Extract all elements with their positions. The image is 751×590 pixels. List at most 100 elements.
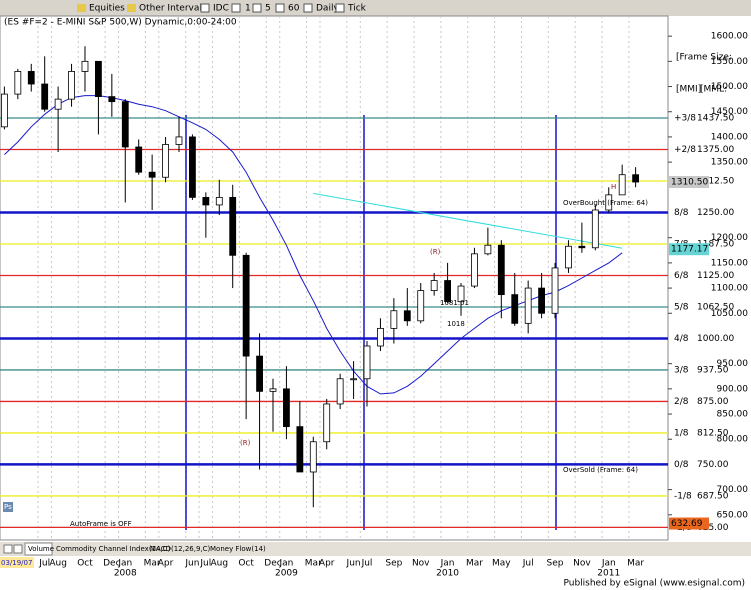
bar-body (108, 96, 116, 103)
y-tick-label: 1050.00 (711, 309, 748, 319)
x-tick-label: Oct (238, 559, 254, 569)
x-tick-label: Jan (278, 559, 293, 569)
toolbar-item[interactable]: IDC (213, 4, 229, 14)
checkbox[interactable] (252, 3, 262, 13)
bar-body (229, 196, 237, 256)
tab-active[interactable] (24, 542, 53, 556)
x-tick-label: Jul (38, 559, 50, 569)
toolbar-items: Equities Other Intervals IDC 1 5 60 Dail… (77, 3, 367, 14)
murrey-value: 875.00 (697, 397, 729, 407)
cursor-box (0, 557, 34, 568)
murrey-value: 1187.50 (697, 239, 734, 249)
murrey-name: +3/8 (674, 114, 696, 124)
bar-body (256, 355, 263, 392)
y-tick-label: 850.00 (717, 410, 749, 420)
murrey-name: 3/8 (674, 365, 689, 375)
murrey-name: 8/8 (674, 208, 689, 218)
y-tick-label: 650.00 (717, 510, 749, 520)
x-tick-label: Sep (547, 559, 564, 569)
x-tick-label: May (492, 559, 511, 569)
toolbar-item[interactable]: 60 (288, 4, 300, 14)
murrey-value: 625.00 (697, 523, 729, 533)
bar-body (41, 83, 49, 110)
murrey-value: 937.50 (697, 365, 729, 375)
bar-body (524, 287, 532, 324)
bar-body (363, 345, 371, 380)
bar-body (162, 144, 169, 178)
tab[interactable]: Commodity Channel Index(14,C) (56, 545, 171, 553)
bar-body (202, 196, 210, 206)
x-tick-label: Dec (264, 559, 281, 569)
bar-body (148, 171, 156, 178)
annotation: [Frame Size: (676, 53, 732, 63)
murrey-value: 687.50 (697, 491, 729, 501)
bar-body (578, 245, 586, 249)
bar-body (0, 93, 8, 128)
y-tick-label: 950.00 (717, 359, 749, 369)
tab-nav[interactable] (13, 544, 23, 554)
folder-icon (127, 4, 136, 12)
x-year-label: 2010 (436, 569, 459, 579)
toolbar-item[interactable]: 1 (245, 4, 251, 14)
bar-body (309, 441, 317, 473)
bar-body (511, 294, 519, 324)
bar-body (350, 378, 357, 381)
murrey-name: 0/8 (674, 460, 689, 470)
annotation: [MMI] (676, 85, 701, 95)
bar-body (81, 60, 89, 72)
x-tick-label: Mar (466, 559, 483, 569)
toolbar-item[interactable]: Equities (89, 4, 125, 14)
x-tick-label: Jul (361, 559, 373, 569)
annotation: AutoFrame is OFF (70, 520, 132, 528)
toolbar-item[interactable]: Daily (316, 4, 339, 14)
bar-body (242, 254, 250, 357)
footer: Published by eSignal (www.esignal.com) (563, 579, 745, 589)
x-tick-label: Nov (573, 559, 591, 569)
bar-body (377, 327, 384, 347)
bar-body (135, 146, 143, 173)
ps-box (3, 502, 13, 512)
annotation: OverSold (Frame: 64) (563, 466, 638, 474)
toolbar-item[interactable]: 5 (265, 4, 271, 14)
x-tick-label: Oct (77, 559, 93, 569)
trendline (313, 192, 623, 249)
checkbox[interactable] (200, 3, 210, 13)
toolbar-item[interactable]: Other Intervals (139, 4, 207, 14)
x-tick-label: Jul (199, 559, 211, 569)
y-tick-label: 1150.00 (711, 258, 748, 268)
price-box (669, 517, 709, 530)
murrey-name: 5/8 (674, 302, 689, 312)
x-tick-label: Mar (627, 559, 644, 569)
bar-body (538, 287, 545, 314)
murrey-value: 1062.50 (697, 302, 734, 312)
checkbox[interactable] (275, 3, 285, 13)
price-marks (0, 46, 640, 508)
bar-body (605, 194, 613, 211)
murrey-name: -1/8 (674, 491, 692, 501)
y-tick-label: 1500.00 (711, 82, 748, 92)
y-tick-label: 800.00 (717, 435, 749, 445)
annotation: 1018 (447, 320, 465, 328)
toolbar-item[interactable]: Tick (347, 4, 367, 14)
murrey-value: 1125.00 (697, 271, 734, 281)
murrey-value: 812.50 (697, 428, 729, 438)
checkbox[interactable] (303, 3, 313, 13)
tab[interactable]: Money Flow(14) (210, 545, 266, 553)
price-box (669, 243, 709, 256)
checkbox[interactable] (231, 3, 241, 13)
x-tick-label: Apr (319, 559, 335, 569)
bar-body (283, 388, 290, 428)
bar-body (444, 280, 451, 303)
tab-nav[interactable] (3, 544, 13, 554)
murrey-value: 1437.50 (697, 114, 734, 124)
price-box (669, 176, 709, 189)
frame-verticals (185, 115, 557, 530)
bar-body (68, 71, 75, 100)
tab[interactable]: MACD(12,26,9,C) (150, 545, 211, 553)
checkbox[interactable] (335, 3, 345, 13)
y-tick-label: 1100.00 (711, 284, 748, 294)
murrey-value: 750.00 (697, 460, 729, 470)
tab[interactable]: Volume (28, 545, 54, 553)
bar-body (323, 403, 331, 443)
